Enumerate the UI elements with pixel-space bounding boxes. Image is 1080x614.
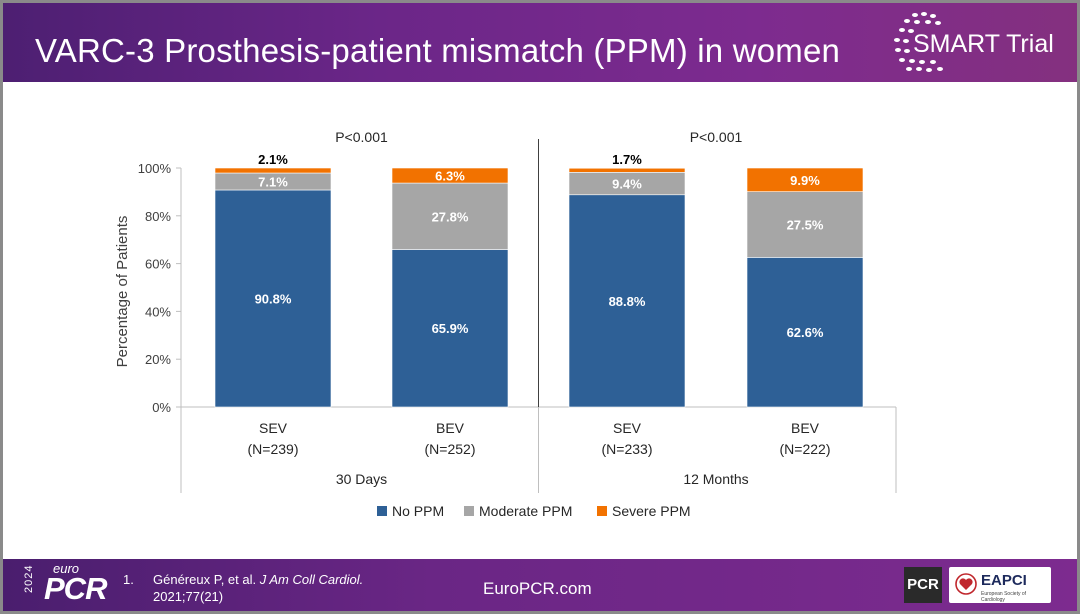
p-value-label: P<0.001 <box>690 129 743 145</box>
eapci-label: EAPCI <box>981 572 1027 589</box>
chart-bars <box>214 167 864 408</box>
bar-segment-severe-ppm <box>746 167 864 192</box>
bar-segment-severe-ppm <box>391 167 509 184</box>
y-tick-label: 0% <box>152 400 171 415</box>
x-category-label: SEV <box>259 420 288 436</box>
reference-list: 1. Généreux P, et al. J Am Coll Cardiol. … <box>123 571 363 605</box>
x-category-n-label: (N=222) <box>780 441 831 457</box>
brand-name: SMART Trial <box>913 30 1054 58</box>
bar-value-label: 1.7% <box>612 152 642 167</box>
bar-segment-moderate-ppm <box>391 182 509 250</box>
legend-label: No PPM <box>392 503 444 519</box>
bar-segment-severe-ppm <box>214 167 332 174</box>
x-category-label: BEV <box>436 420 465 436</box>
europcr-logo: PCR <box>44 571 107 606</box>
x-group-label: 12 Months <box>683 471 748 487</box>
x-category-n-label: (N=252) <box>425 441 476 457</box>
slide: VARC-3 Prosthesis-patient mismatch (PPM)… <box>3 3 1077 611</box>
smart-trial-logo-icon <box>894 12 943 72</box>
y-tick-label: 60% <box>145 257 171 272</box>
y-tick-label: 100% <box>138 161 172 176</box>
bar-value-label: 9.9% <box>790 173 820 188</box>
reference-number: 1. <box>123 572 134 587</box>
y-axis-title: Percentage of Patients <box>114 216 131 368</box>
eapci-sublabel: European Society of Cardiology <box>981 591 1027 603</box>
y-tick-label: 40% <box>145 304 171 319</box>
bar-segment-no-ppm <box>391 249 509 408</box>
reference-volume: 2021;77(21) <box>153 589 224 604</box>
footer-year: 2024 <box>23 564 35 593</box>
bar-value-label: 7.1% <box>258 175 288 190</box>
y-tick-label: 80% <box>145 209 171 224</box>
x-category-label: SEV <box>613 420 642 436</box>
legend-label: Severe PPM <box>612 503 691 519</box>
bar-segment-severe-ppm <box>568 167 686 173</box>
bar-value-label: 90.8% <box>255 291 292 306</box>
slide-header: VARC-3 Prosthesis-patient mismatch (PPM)… <box>3 3 1077 82</box>
reference-journal: J Am Coll Cardiol. <box>259 572 364 587</box>
bar-segment-no-ppm <box>568 194 686 408</box>
x-category-n-label: (N=239) <box>248 441 299 457</box>
slide-footer: 2024 euro PCR 1. Généreux P, et al. J Am … <box>3 559 1077 611</box>
pcr-badge: PCR <box>904 567 942 603</box>
eapci-badge: EAPCI European Society of Cardiology <box>949 567 1051 603</box>
y-tick-label: 20% <box>145 352 171 367</box>
heart-icon <box>955 573 977 595</box>
x-group-label: 30 Days <box>336 471 387 487</box>
legend-swatch <box>597 506 607 516</box>
bar-segment-no-ppm <box>746 257 864 408</box>
footer-euro: euro <box>53 561 80 576</box>
bar-value-label: 27.5% <box>787 218 824 233</box>
chart-labels: P<0.001 30 Days P<0.001 12 Months SEV (N=239)… <box>248 129 831 487</box>
bar-value-label: 2.1% <box>258 152 288 167</box>
stacked-bar-chart: 0% 20% 40% 60% 80% 100% Percentage of Patients… <box>114 129 897 519</box>
bar-segment-moderate-ppm <box>746 191 864 258</box>
legend-swatch <box>464 506 474 516</box>
bar-value-label: 62.6% <box>787 325 824 340</box>
bar-segment-no-ppm <box>214 189 332 408</box>
legend-label: Moderate PPM <box>479 503 572 519</box>
bar-value-label: 65.9% <box>432 321 469 336</box>
bar-value-label: 27.8% <box>432 209 469 224</box>
bar-value-label: 9.4% <box>612 177 642 192</box>
x-category-n-label: (N=233) <box>602 441 653 457</box>
bar-value-label: 6.3% <box>435 169 465 184</box>
x-category-label: BEV <box>791 420 820 436</box>
p-value-label: P<0.001 <box>335 129 388 145</box>
slide-title: VARC-3 Prosthesis-patient mismatch (PPM)… <box>35 32 841 69</box>
bar-value-label: 88.8% <box>609 294 646 309</box>
chart-legend: No PPM Moderate PPM Severe PPM <box>377 503 691 519</box>
reference-item: 1. Généreux P, et al. J Am Coll Cardiol. <box>123 571 363 588</box>
legend-swatch <box>377 506 387 516</box>
footer-website-link[interactable]: EuroPCR.com <box>483 579 592 598</box>
reference-authors: Généreux P, et al. <box>153 572 257 587</box>
